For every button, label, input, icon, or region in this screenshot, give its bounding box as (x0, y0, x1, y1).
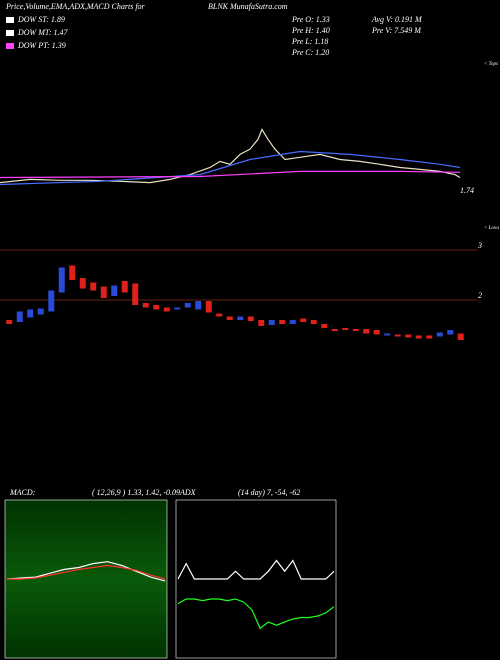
lows-label: < Lows (484, 226, 499, 231)
candle-body (394, 334, 401, 337)
candle-body (436, 332, 443, 337)
candle-body (363, 329, 370, 334)
legend-swatch (6, 43, 14, 49)
candle-body (310, 320, 317, 324)
candle-body (6, 320, 13, 324)
macd-panel (4, 499, 168, 659)
candle-body (174, 307, 181, 310)
tops-label: < Tops (484, 62, 498, 67)
candle-body (268, 320, 275, 325)
candle-body (37, 308, 44, 315)
candle-body (342, 328, 349, 330)
candle-body (405, 334, 412, 338)
adx-params: (14 day) 7, -54, -62 (238, 488, 300, 497)
series-line (0, 150, 461, 186)
candle-body (447, 330, 454, 335)
candle-body (373, 330, 380, 335)
candle-body (352, 329, 359, 331)
legend-label: DOW PT: 1.39 (17, 41, 66, 50)
stat-label: Avg V: 0.191 M (371, 15, 423, 24)
candle-body (142, 303, 149, 308)
candle-body (163, 307, 170, 312)
chart-subtitle: BLNK MunafaSutra.com (208, 2, 288, 11)
y-tick-label: 3 (477, 241, 482, 250)
candle-body (216, 313, 223, 317)
candle-body (27, 309, 34, 318)
candle-body (184, 303, 191, 308)
stat-label: Pre L: 1.18 (291, 37, 328, 46)
stat-label: Pre O: 1.33 (291, 15, 330, 24)
last-label: 1.74 (460, 186, 474, 195)
candle-body (58, 267, 65, 293)
legend-label: DOW ST: 1.89 (17, 15, 65, 24)
candle-body (132, 283, 139, 305)
candle-body (247, 316, 254, 321)
candle-body (300, 318, 307, 322)
adx-title: ADX (179, 488, 197, 497)
series-line (177, 598, 335, 630)
series-line (7, 564, 166, 580)
candle-body (331, 329, 338, 331)
legend-label: DOW MT: 1.47 (17, 28, 69, 37)
series-line (0, 170, 461, 179)
macd-title: MACD: (9, 488, 36, 497)
candle-body (195, 301, 202, 310)
stat-label: Pre C: 1.20 (291, 48, 329, 57)
candle-body (48, 290, 55, 312)
candle-body (321, 324, 328, 328)
candle-body (100, 286, 107, 298)
series-line (0, 128, 461, 184)
y-tick-label: 2 (478, 291, 482, 300)
candle-body (111, 285, 118, 296)
legend-swatch (6, 17, 14, 23)
stat-label: Pre V: 7.549 M (371, 26, 422, 35)
candle-body (289, 320, 296, 324)
candle-body (279, 320, 286, 324)
chart-title: Price,Volume,EMA,ADX,MACD Charts for (5, 2, 146, 11)
candle-body (426, 335, 433, 339)
series-line (6, 561, 166, 582)
macd-params: ( 12,26,9 ) 1.33, 1.42, -0.09 (92, 488, 180, 497)
candle-body (121, 281, 128, 293)
candle-body (457, 333, 464, 340)
candle-body (237, 316, 244, 320)
candle-body (79, 278, 86, 289)
candle-body (258, 320, 265, 326)
candle-body (205, 301, 212, 313)
candle-body (226, 316, 233, 320)
candle-body (69, 265, 76, 280)
candle-body (90, 282, 97, 291)
series-line (177, 559, 335, 580)
candle-body (384, 333, 391, 336)
candle-body (153, 305, 160, 310)
stat-label: Pre H: 1.40 (291, 26, 330, 35)
candle-body (16, 311, 23, 322)
legend-swatch (6, 30, 14, 36)
candle-body (415, 335, 422, 339)
